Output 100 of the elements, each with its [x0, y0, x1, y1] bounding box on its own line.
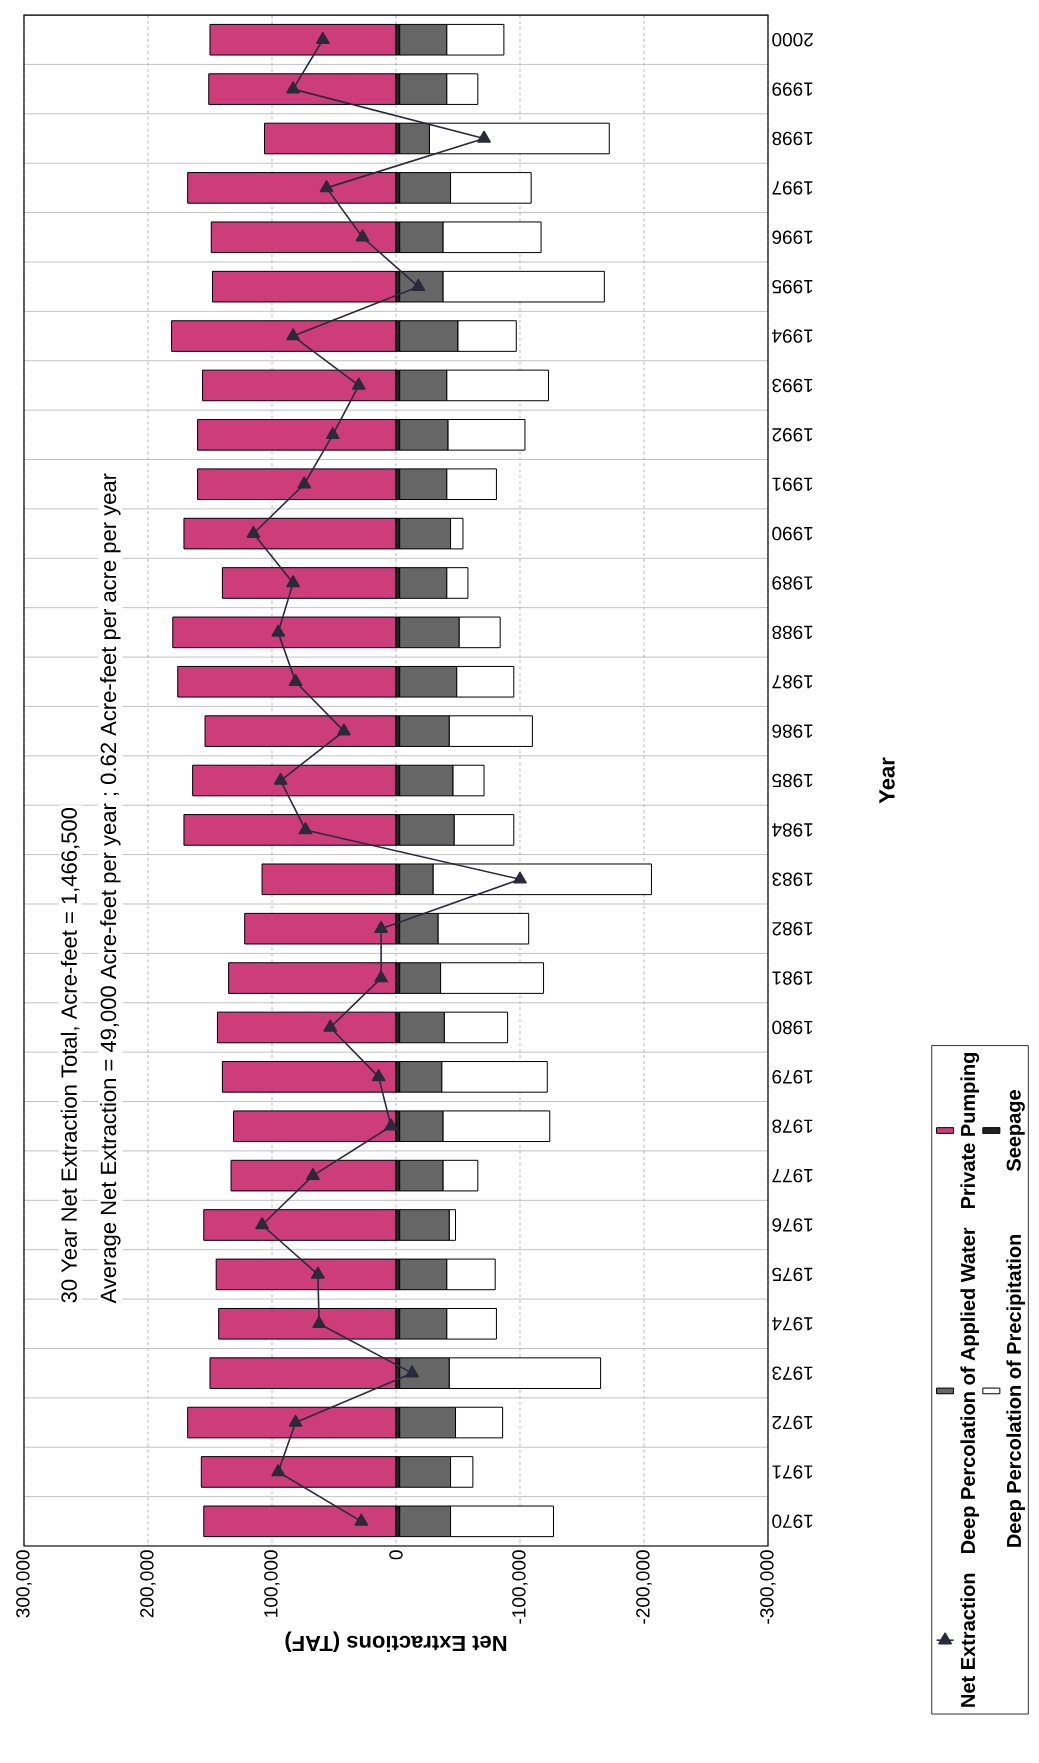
y-tick-label: 1994 [772, 329, 813, 343]
y-tick-label: 1986 [772, 724, 813, 738]
bar [264, 122, 397, 155]
bar [172, 616, 397, 649]
y-tick-label: 1983 [772, 872, 813, 887]
bar [208, 73, 397, 105]
x-tick-label: 100,000 [264, 1550, 280, 1617]
point [374, 920, 388, 933]
point [286, 328, 300, 341]
point [306, 1167, 320, 1180]
bar [244, 912, 397, 945]
x-tick-label: -200,000 [636, 1550, 652, 1624]
point [297, 476, 312, 489]
bar [197, 419, 397, 451]
point [405, 1365, 419, 1378]
x-tick-label: 200,000 [140, 1550, 156, 1618]
y-tick-label: 2000 [772, 33, 813, 47]
point [513, 871, 527, 884]
bar [211, 270, 397, 303]
bar [218, 1307, 397, 1340]
y-axis-title: Year [879, 757, 895, 804]
bar [197, 468, 397, 501]
y-tick-label: 1985 [772, 773, 813, 788]
point [288, 1414, 303, 1427]
point [354, 1513, 369, 1526]
y-tick-label: 1977 [772, 1168, 813, 1183]
point [351, 377, 366, 390]
point [411, 278, 426, 291]
y-tick-label: 1984 [772, 823, 813, 837]
bar [221, 1061, 397, 1093]
point [477, 130, 491, 143]
y-tick-label: 1975 [772, 1267, 813, 1282]
y-tick-label: 1989 [772, 576, 813, 590]
legend-label: Deep Percolation of Applied Water [960, 1227, 980, 1554]
bar [210, 221, 397, 254]
y-tick-label: 1987 [772, 675, 813, 689]
y-tick-label: 1997 [772, 181, 813, 195]
point [286, 575, 300, 588]
point [371, 1069, 386, 1082]
y-tick-label: 1990 [772, 526, 813, 541]
annotation: Average Net Extraction = 49,000 Acre-feet per year ; 0.62 Acre-feet per acre per year [100, 473, 121, 1304]
bar [215, 1258, 397, 1291]
y-tick-label: 1976 [772, 1218, 813, 1232]
point [384, 1118, 398, 1131]
bar [187, 1406, 397, 1439]
y-tick-label: 1979 [772, 1070, 813, 1084]
bar [192, 764, 397, 797]
point [312, 1315, 326, 1329]
y-tick-label: 1974 [772, 1317, 813, 1331]
y-tick-label: 1991 [772, 477, 813, 491]
point [288, 673, 303, 687]
x-tick-label: 0 [389, 1550, 403, 1560]
legend-label: Net Extraction [960, 1573, 976, 1707]
y-tick-label: 1998 [772, 131, 813, 146]
bar [171, 320, 397, 352]
legend-label: Seepage [1006, 1090, 1025, 1172]
x-tick-label: -100,000 [512, 1550, 528, 1624]
bar [187, 172, 397, 204]
annotation: 30 Year Net Extraction Total, Acre-feet = 1,466,500 [60, 808, 80, 1303]
x-axis-title: Net Extractions (TAF) [285, 1631, 507, 1652]
point [325, 427, 340, 440]
bar [202, 369, 397, 402]
bar [230, 1159, 397, 1192]
bar [200, 1456, 397, 1488]
y-tick-label: 1992 [772, 428, 813, 442]
x-tick-label: 300,000 [16, 1550, 32, 1618]
bar [233, 1110, 397, 1143]
y-tick-label: 1981 [772, 971, 813, 985]
bar [203, 1209, 397, 1241]
point [319, 180, 334, 193]
y-tick-label: 1973 [772, 1366, 813, 1380]
y-tick-label: 1993 [772, 378, 813, 393]
point [271, 1464, 286, 1477]
bar [177, 665, 397, 698]
point [311, 1266, 325, 1279]
point [355, 229, 370, 242]
bar [261, 863, 397, 896]
y-tick-label: 1982 [772, 921, 813, 936]
point [273, 772, 288, 785]
bar [216, 1011, 397, 1044]
point [255, 1217, 269, 1230]
y-tick-label: 1970 [772, 1514, 813, 1529]
point [286, 81, 300, 94]
bar [203, 1505, 397, 1538]
y-tick-label: 1999 [772, 82, 813, 96]
bar [228, 962, 397, 994]
bar [209, 1357, 397, 1389]
bar [209, 23, 397, 56]
bar [183, 814, 397, 846]
point [337, 723, 351, 736]
y-tick-label: 1978 [772, 1119, 813, 1133]
bar [204, 715, 397, 747]
bar [221, 567, 397, 599]
point [315, 31, 330, 45]
y-tick-label: 1972 [772, 1415, 813, 1430]
point [323, 1019, 338, 1032]
y-tick-label: 1995 [772, 279, 813, 294]
point [271, 624, 286, 637]
point [298, 822, 313, 835]
x-tick-label: -300,000 [760, 1550, 776, 1624]
